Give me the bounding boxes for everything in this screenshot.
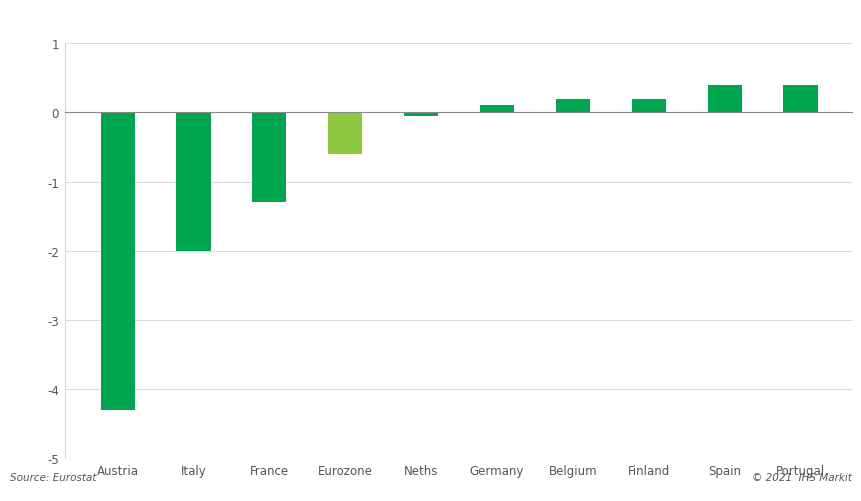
Bar: [631, 99, 665, 113]
Bar: [555, 99, 589, 113]
Text: Chart 4: Variations in GDP changes in Q4 2020 (% q/q): Chart 4: Variations in GDP changes in Q4…: [10, 10, 459, 25]
Bar: [707, 86, 740, 113]
Bar: [404, 113, 437, 117]
Text: © 2021  IHS Markit: © 2021 IHS Markit: [751, 471, 851, 481]
Bar: [252, 113, 286, 203]
Bar: [480, 106, 513, 113]
Bar: [101, 113, 134, 410]
Text: Source: Eurostat: Source: Eurostat: [10, 471, 96, 481]
Bar: [328, 113, 362, 155]
Bar: [783, 86, 816, 113]
Bar: [177, 113, 210, 252]
